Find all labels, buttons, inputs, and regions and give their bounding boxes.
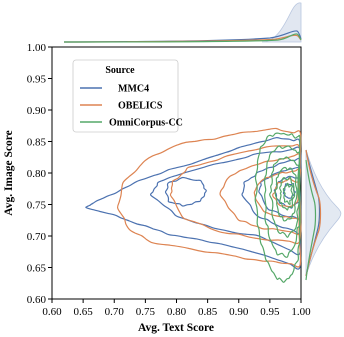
y-tick-label: 0.65 [27, 263, 47, 275]
contour-level [282, 182, 294, 205]
x-tick-label: 0.70 [105, 306, 125, 318]
contour-level [264, 145, 301, 258]
x-tick-label: 0.80 [167, 306, 187, 318]
legend-box [72, 59, 179, 133]
y-tick-label: 0.90 [27, 105, 47, 117]
contour-group-omnicorpus-cc [254, 132, 301, 283]
contour-level [269, 156, 301, 238]
contour-level [279, 176, 296, 211]
y-tick-label: 0.70 [27, 231, 47, 243]
x-tick-label: 0.90 [229, 306, 249, 318]
x-axis-ticks: 0.60 0.65 0.70 0.75 0.80 0.85 0.90 0.95 1.00 [42, 299, 311, 318]
x-tick-label: 0.75 [136, 306, 156, 318]
contour-level [169, 143, 302, 245]
contour-level [116, 127, 302, 268]
y-axis-label: Avg. Image Score [3, 130, 15, 216]
right-marginal-omnicorpus [305, 159, 317, 281]
contour-layer [85, 127, 302, 283]
x-tick-label: 0.85 [198, 306, 218, 318]
y-axis-ticks: 0.60 0.65 0.70 0.75 0.80 0.85 0.90 0.95 1.00 [27, 42, 52, 306]
y-tick-label: 0.80 [27, 168, 47, 180]
y-tick-label: 1.00 [27, 42, 47, 54]
legend: Source MMC4 OBELICS OmniCorpus-CC [72, 59, 183, 133]
y-tick-label: 0.75 [27, 200, 47, 212]
x-axis-label: Avg. Text Score [138, 322, 214, 334]
contour-level [164, 176, 207, 207]
top-marginal-halo [261, 2, 302, 43]
x-tick-label: 0.95 [260, 306, 280, 318]
legend-label: MMC4 [118, 84, 149, 95]
x-tick-label: 0.65 [74, 306, 94, 318]
right-marginal-obelics [305, 149, 322, 277]
contour-level [282, 182, 296, 199]
right-marginal-density [305, 149, 342, 281]
top-marginal-omnicorpus [63, 33, 302, 43]
legend-label: OBELICS [118, 101, 163, 112]
contour-level [253, 167, 302, 221]
contour-level [85, 137, 302, 270]
top-marginal-density [63, 2, 302, 43]
legend-title: Source [105, 65, 135, 76]
legend-entries: MMC4 OBELICS OmniCorpus-CC [80, 84, 183, 129]
y-tick-label: 0.85 [27, 137, 47, 149]
y-tick-label: 0.60 [27, 294, 47, 306]
legend-label: OmniCorpus-CC [109, 118, 183, 129]
x-tick-label: 0.60 [42, 306, 62, 318]
y-tick-label: 0.95 [27, 74, 47, 86]
x-tick-label: 1.00 [291, 306, 311, 318]
contour-level [254, 132, 301, 283]
contour-level [149, 146, 302, 256]
contour-level [274, 166, 298, 222]
